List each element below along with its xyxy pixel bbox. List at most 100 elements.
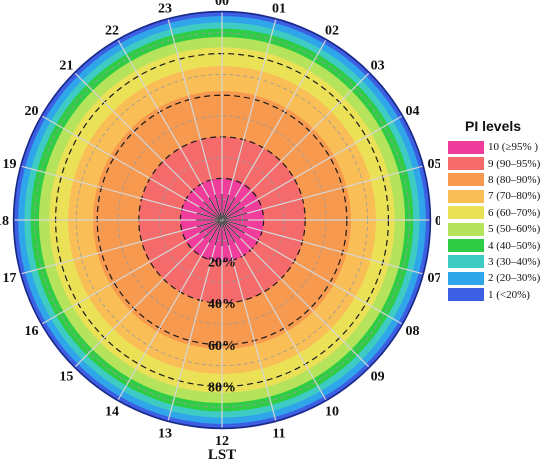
hour-spoke: [20, 165, 223, 221]
hour-spoke: [74, 219, 223, 368]
legend-swatch: [447, 238, 485, 254]
hour-label-20: 20: [24, 104, 38, 119]
center-spoke: [221, 201, 241, 221]
hour-spoke: [221, 219, 370, 368]
polar-chart: 00 01 02 03 04 05 06 07 08 09 10 11 12 13 14 15 16 17 18 19…: [0, 0, 440, 463]
legend-item: 4 (40–50%): [447, 237, 547, 254]
center-spoke: [203, 219, 223, 239]
legend-item: 7 (70–80%): [447, 188, 547, 204]
legend-label: 7 (70–80%): [488, 190, 541, 203]
hour-spoke: [167, 18, 223, 221]
hour-spoke: [74, 72, 223, 221]
legend-swatch: [447, 270, 485, 286]
center-spoke: [221, 194, 230, 221]
center-spoke: [221, 219, 236, 243]
hour-label-10: 10: [325, 405, 339, 420]
legend-label: 6 (60–70%): [488, 206, 541, 219]
hour-label-13: 13: [158, 427, 172, 442]
center-spoke: [221, 197, 236, 221]
legend-item: 9 (90–95%): [447, 155, 547, 172]
center-spoke: [208, 197, 223, 221]
hour-spoke: [221, 72, 370, 221]
radial-label-60: 60%: [208, 339, 236, 354]
hour-spoke: [41, 115, 223, 221]
hour-label-16: 16: [24, 324, 38, 339]
legend-label: 10 (≥95% ): [488, 141, 539, 154]
legend: PI levels 10 (≥95% ) 9 (90–95%) 8 (80–90%)…: [447, 117, 547, 303]
radial-label-40: 40%: [208, 297, 236, 312]
hour-spoke: [221, 165, 424, 221]
hour-label-17: 17: [2, 271, 16, 286]
hour-spoke: [221, 219, 403, 325]
center-spoke: [199, 219, 223, 234]
center-spoke: [208, 219, 223, 243]
center-spoke: [196, 219, 223, 228]
legend-swatch: [447, 172, 485, 188]
hour-label-11: 11: [272, 427, 285, 442]
hour-label-09: 09: [371, 370, 385, 385]
center-spoke: [199, 206, 223, 221]
hour-label-14: 14: [105, 405, 119, 420]
legend-item: 6 (60–70%): [447, 205, 547, 221]
legend-label: 4 (40–50%): [488, 239, 541, 252]
center-spoke: [221, 206, 245, 221]
hour-spoke: [221, 18, 277, 221]
hour-label-03: 03: [371, 58, 385, 73]
hour-spoke: [221, 219, 277, 422]
radial-label-20: 20%: [208, 256, 236, 271]
hour-label-07: 07: [428, 271, 440, 286]
center-spoke: [196, 212, 223, 221]
legend-label: 8 (80–90%): [488, 173, 541, 186]
hour-label-02: 02: [325, 23, 339, 38]
legend-swatch: [447, 254, 485, 270]
legend-item: 3 (30–40%): [447, 254, 547, 270]
hour-label-19: 19: [2, 157, 16, 172]
legend-swatch: [447, 287, 485, 303]
hour-label-05: 05: [428, 157, 440, 172]
legend-swatch: [447, 205, 485, 221]
hour-spoke: [221, 39, 327, 221]
center-spoke: [221, 219, 241, 239]
center-spoke: [203, 201, 223, 221]
legend-item: 10 (≥95% ): [447, 139, 547, 155]
hour-spoke: [221, 219, 424, 275]
center-spoke: [214, 219, 223, 246]
hour-label-21: 21: [59, 58, 73, 73]
legend-item: 5 (50–60%): [447, 221, 547, 237]
hour-label-18: 18: [0, 214, 9, 229]
hour-spoke: [20, 219, 223, 275]
center-spoke: [221, 219, 248, 228]
hour-spoke: [221, 219, 327, 401]
hour-label-06: 06: [435, 214, 440, 229]
center-spoke: [221, 219, 230, 246]
legend-label: 3 (30–40%): [488, 255, 541, 268]
center-spoke: [214, 194, 223, 221]
legend-label: 9 (90–95%): [488, 157, 541, 170]
hour-label-15: 15: [59, 370, 73, 385]
hour-label-00: 00: [215, 0, 229, 9]
legend-swatch: [447, 188, 485, 204]
hour-spoke: [41, 219, 223, 325]
legend-item: 1 (<20%): [447, 287, 547, 303]
legend-swatch: [447, 221, 485, 237]
hour-label-01: 01: [272, 1, 286, 16]
hour-label-04: 04: [406, 104, 420, 119]
legend-label: 2 (20–30%): [488, 272, 541, 285]
hour-label-08: 08: [406, 324, 420, 339]
radial-label-80: 80%: [208, 380, 236, 395]
legend-item: 2 (20–30%): [447, 270, 547, 286]
center-spoke: [221, 212, 248, 221]
center-spoke: [221, 219, 245, 234]
axis-title: LST: [208, 447, 236, 463]
legend-swatch: [447, 156, 485, 172]
legend-item: 8 (80–90%): [447, 172, 547, 188]
hour-spoke: [221, 115, 403, 221]
hour-spoke: [117, 219, 223, 401]
hour-label-23: 23: [158, 1, 172, 16]
legend-swatch: [447, 139, 485, 155]
legend-label: 1 (<20%): [488, 288, 530, 301]
hour-spoke: [167, 219, 223, 422]
outer-edge: [13, 11, 431, 429]
hour-label-22: 22: [105, 23, 119, 38]
legend-items: 10 (≥95% ) 9 (90–95%) 8 (80–90%) 7 (70–80%)…: [447, 139, 547, 303]
